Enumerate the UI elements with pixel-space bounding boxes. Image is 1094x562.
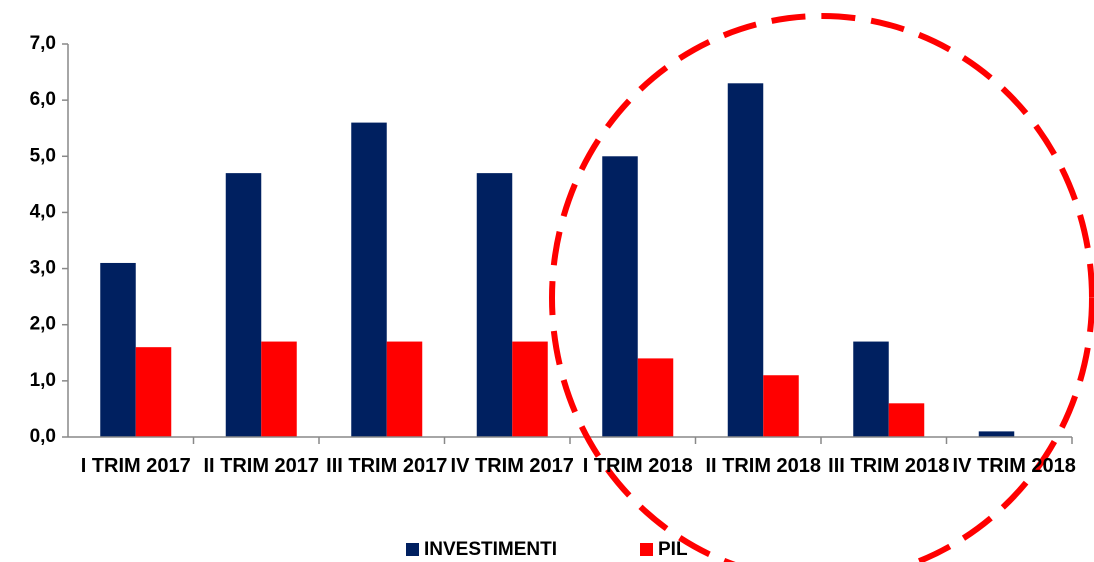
bar	[351, 122, 387, 437]
y-tick-label: 6,0	[30, 89, 56, 110]
x-tick-label: II TRIM 2017	[203, 455, 320, 477]
y-tick-label: 1,0	[30, 370, 56, 391]
bar	[978, 431, 1015, 437]
bar	[476, 173, 513, 437]
x-tick-label: IV TRIM 2018	[952, 455, 1076, 477]
y-tick-label: 3,0	[30, 258, 56, 279]
x-tick-label: II TRIM 2018	[705, 455, 822, 477]
bar	[386, 341, 423, 437]
y-tick-label: 0,0	[30, 426, 56, 447]
x-tick-label: III TRIM 2017	[326, 455, 448, 477]
y-tick-label: 4,0	[30, 201, 56, 222]
bar	[853, 341, 889, 437]
bar	[637, 358, 674, 437]
bar	[602, 156, 638, 438]
legend-label: INVESTIMENTI	[424, 539, 557, 560]
bar	[100, 262, 136, 437]
bar	[225, 173, 262, 437]
bar	[135, 347, 172, 437]
x-tick-label: IV TRIM 2017	[450, 455, 574, 477]
x-tick-label: III TRIM 2018	[828, 455, 950, 477]
y-tick-label: 7,0	[30, 33, 56, 54]
y-tick-label: 5,0	[30, 145, 56, 166]
bar	[888, 403, 925, 437]
bar	[763, 375, 799, 437]
bar	[727, 83, 764, 438]
legend-label: PIL	[658, 539, 688, 560]
highlight-circle	[549, 13, 1094, 562]
legend-swatch	[406, 543, 419, 556]
bar	[261, 341, 297, 437]
bar	[512, 341, 548, 437]
x-tick-label: I TRIM 2017	[80, 455, 191, 477]
y-tick-label: 2,0	[30, 314, 56, 335]
legend-swatch	[640, 543, 653, 556]
x-tick-label: I TRIM 2018	[582, 455, 693, 477]
